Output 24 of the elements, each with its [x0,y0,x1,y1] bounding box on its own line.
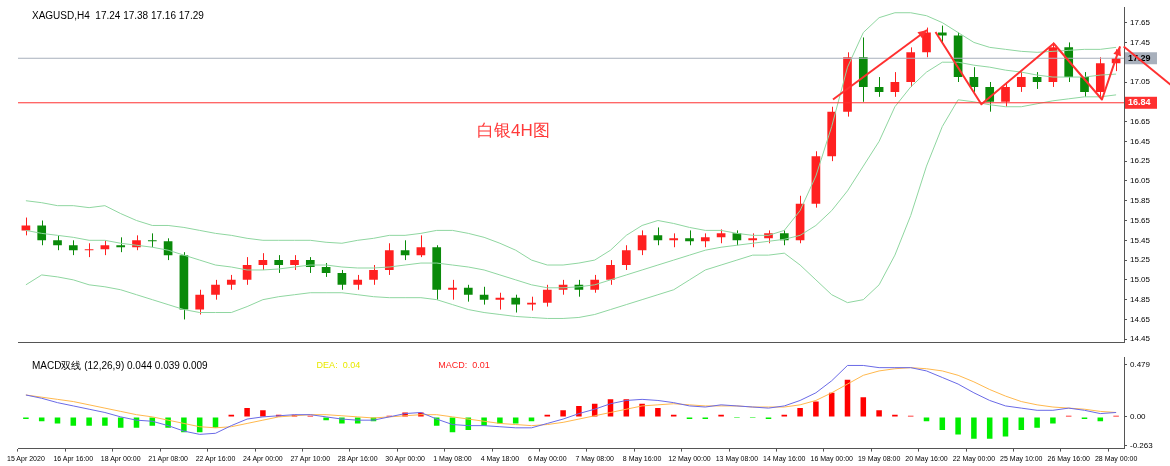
y-tick-label: 0.479 [1130,359,1151,369]
ref-line-label: 16.84 [1128,97,1151,108]
annotation: 白银4H图 [476,121,550,141]
annotation: DEA: 0.04 [316,359,361,370]
y-tick-label: 0.00 [1130,412,1147,422]
y-tick-label: 14.45 [1130,334,1151,344]
y-tick-label: 16.45 [1130,136,1151,146]
y-tick-label: 16.05 [1130,176,1151,186]
chart-title: MACD双线 (12,26,9) 0.044 0.039 0.009 [32,359,209,371]
y-tick-label: 16.65 [1130,116,1151,126]
y-tick-label: 17.45 [1130,37,1151,47]
annotation: MACD: 0.01 [438,359,490,370]
y-tick-label: 15.05 [1130,275,1151,285]
y-tick-label: 14.85 [1130,294,1151,304]
y-tick-label: 17.65 [1130,17,1151,27]
y-tick-label: 15.65 [1130,215,1151,225]
y-tick-label: -0.263 [1130,440,1154,450]
y-tick-label: 17.05 [1130,77,1151,87]
y-tick-label: 15.25 [1130,255,1151,265]
y-tick-label: 16.25 [1130,156,1151,166]
chart-title: XAGUSD,H4 17.24 17.38 17.16 17.29 [32,9,205,21]
y-tick-label: 15.85 [1130,195,1151,205]
y-tick-label: 15.45 [1130,235,1151,245]
y-tick-label: 14.65 [1130,314,1151,324]
